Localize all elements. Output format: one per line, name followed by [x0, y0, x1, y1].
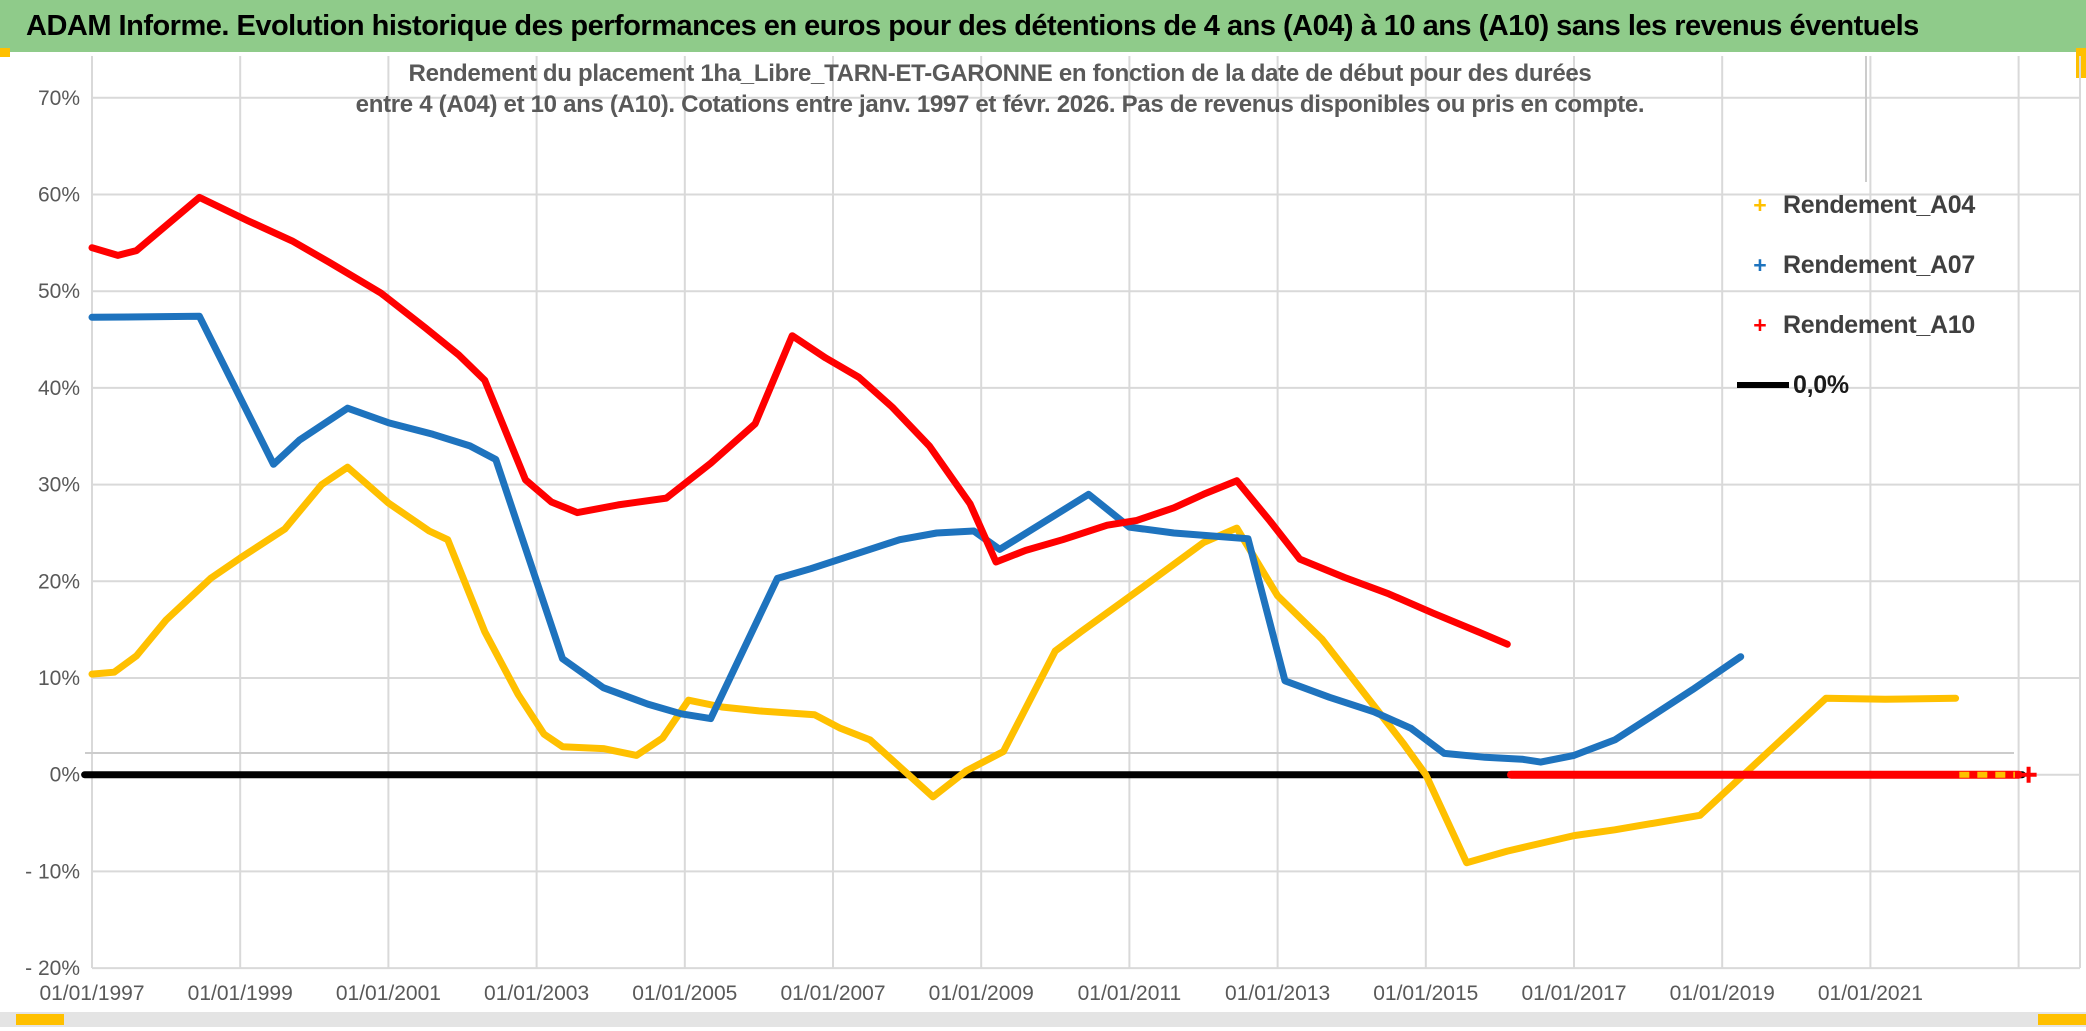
y-tick-label: 0%	[50, 764, 80, 787]
x-tick-label: 01/01/2019	[1670, 982, 1775, 1005]
x-tick-label: 01/01/2009	[929, 982, 1034, 1005]
x-tick-label: 01/01/2021	[1818, 982, 1923, 1005]
y-tick-label: - 10%	[25, 860, 80, 883]
series-rendement-a10	[88, 193, 1511, 648]
legend-label: Rendement_A10	[1783, 310, 1975, 339]
report-title-bar: ADAM Informe. Evolution historique des p…	[0, 0, 2086, 52]
bottom-sheet-band	[0, 1012, 2086, 1027]
legend-item-zero-line: 0,0%	[1737, 370, 2082, 400]
y-tick-label: 10%	[38, 667, 80, 690]
y-tick-label: 60%	[38, 184, 80, 207]
series-rendement-a07	[88, 312, 1745, 766]
legend-item-rendement-a04: + Rendement_A04	[1737, 190, 2082, 220]
y-tick-label: 40%	[38, 377, 80, 400]
yellow-corner-bottom-left	[16, 1014, 64, 1025]
legend-label: 0,0%	[1793, 370, 1849, 399]
report-title: ADAM Informe. Evolution historique des p…	[26, 9, 1919, 42]
performance-line-chart: 70%60%50%40%30%20%10%0%- 10%- 20%01/01/1…	[25, 56, 2081, 1005]
x-tick-label: 01/01/2001	[336, 982, 441, 1005]
y-tick-label: 20%	[38, 570, 80, 593]
zero-line-marker-icon	[1737, 382, 1789, 388]
x-tick-label: 01/01/2003	[484, 982, 589, 1005]
x-tick-label: 01/01/2007	[780, 982, 885, 1005]
yellow-corner-bottom-right	[2038, 1014, 2086, 1025]
y-tick-label: 70%	[38, 87, 80, 110]
chart-title-line1: Rendement du placement 1ha_Libre_TARN-ET…	[408, 60, 1592, 87]
chart-title: Rendement du placement 1ha_Libre_TARN-ET…	[250, 58, 1750, 120]
chart-legend: + Rendement_A04 + Rendement_A07 + Rendem…	[1737, 190, 2082, 430]
plus-marker-icon: +	[1753, 251, 1767, 278]
x-tick-label: 01/01/1997	[39, 982, 144, 1005]
y-tick-label: 30%	[38, 474, 80, 497]
series-rendement-a04	[88, 463, 1960, 867]
x-tick-label: 01/01/2017	[1521, 982, 1626, 1005]
plus-marker-icon: +	[1753, 191, 1767, 218]
x-tick-label: 01/01/2015	[1373, 982, 1478, 1005]
legend-item-rendement-a07: + Rendement_A07	[1737, 250, 2082, 280]
y-tick-label: 50%	[38, 280, 80, 303]
plus-marker-icon: +	[1753, 311, 1767, 338]
yellow-corner-top-left	[0, 48, 10, 57]
x-tick-label: 01/01/2005	[632, 982, 737, 1005]
legend-item-rendement-a10: + Rendement_A10	[1737, 310, 2082, 340]
legend-label: Rendement_A04	[1783, 190, 1975, 219]
x-tick-label: 01/01/2013	[1225, 982, 1330, 1005]
x-tick-label: 01/01/2011	[1078, 982, 1182, 1005]
series-end-plus-marker	[2020, 766, 2037, 783]
x-tick-label: 01/01/1999	[188, 982, 293, 1005]
chart-title-line2: entre 4 (A04) et 10 ans (A10). Cotations…	[355, 91, 1645, 118]
y-tick-label: - 20%	[25, 957, 80, 980]
legend-label: Rendement_A07	[1783, 250, 1975, 279]
